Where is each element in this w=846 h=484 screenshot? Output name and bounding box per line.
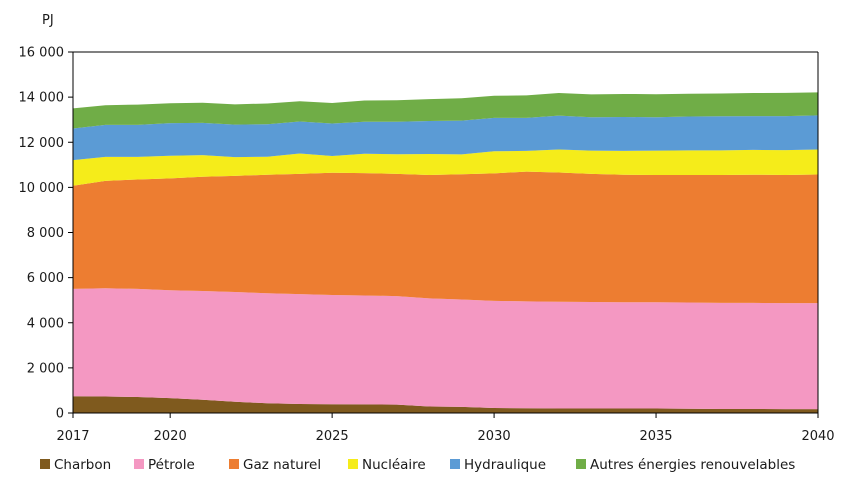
y-tick-label: 12 000 bbox=[19, 136, 65, 151]
legend-label: Pétrole bbox=[148, 457, 195, 473]
legend-swatch bbox=[40, 459, 50, 469]
y-tick-label: 14 000 bbox=[19, 91, 65, 106]
area-gaz-naturel bbox=[73, 171, 818, 304]
area-autres-energies-renouvelables bbox=[73, 92, 818, 129]
legend-swatch bbox=[134, 459, 144, 469]
legend-swatch bbox=[450, 459, 460, 469]
y-tick-label: 8 000 bbox=[27, 226, 64, 241]
x-tick-label: 2035 bbox=[639, 429, 672, 444]
legend-item-nucleaire: Nucléaire bbox=[348, 457, 426, 473]
legend-label: Gaz naturel bbox=[243, 457, 321, 473]
legend-swatch bbox=[576, 459, 586, 469]
axes-group bbox=[68, 51, 819, 418]
area-nucleaire bbox=[73, 149, 818, 186]
legend-label: Autres énergies renouvelables bbox=[590, 457, 795, 473]
tick-labels-group: 0 2 000 4 000 6 000 8 000 10 000 12 000 14 000 1… bbox=[19, 46, 835, 445]
legend-swatch bbox=[229, 459, 239, 469]
y-tick-label: 2 000 bbox=[27, 361, 64, 376]
x-tick-label: 2040 bbox=[801, 429, 834, 444]
legend-label: Charbon bbox=[54, 457, 111, 473]
area-charbon bbox=[73, 396, 818, 413]
area-petrole bbox=[73, 288, 818, 410]
x-tick-label: 2030 bbox=[478, 429, 511, 444]
area-hydraulique bbox=[73, 115, 818, 161]
legend-item-petrole: Pétrole bbox=[134, 457, 195, 473]
legend-label: Nucléaire bbox=[362, 457, 426, 473]
y-tick-label: 4 000 bbox=[27, 316, 64, 331]
y-tick-label: 16 000 bbox=[19, 46, 65, 61]
y-tick-label: 6 000 bbox=[27, 271, 64, 286]
area-series-group bbox=[73, 92, 818, 413]
legend-item-gaz-naturel: Gaz naturel bbox=[229, 457, 321, 473]
legend: Charbon Pétrole Gaz naturel Nucléaire Hydrau… bbox=[40, 457, 795, 473]
x-tick-label: 2017 bbox=[56, 429, 89, 444]
y-tick-label: 10 000 bbox=[19, 181, 65, 196]
legend-label: Hydraulique bbox=[464, 457, 546, 473]
x-tick-label: 2020 bbox=[154, 429, 187, 444]
legend-item-autres-energies-renouvelables: Autres énergies renouvelables bbox=[576, 457, 795, 473]
x-tick-label: 2025 bbox=[316, 429, 349, 444]
legend-item-charbon: Charbon bbox=[40, 457, 111, 473]
y-tick-label: 0 bbox=[56, 407, 64, 422]
legend-item-hydraulique: Hydraulique bbox=[450, 457, 546, 473]
y-axis-unit-label: PJ bbox=[42, 13, 54, 28]
legend-swatch bbox=[348, 459, 358, 469]
